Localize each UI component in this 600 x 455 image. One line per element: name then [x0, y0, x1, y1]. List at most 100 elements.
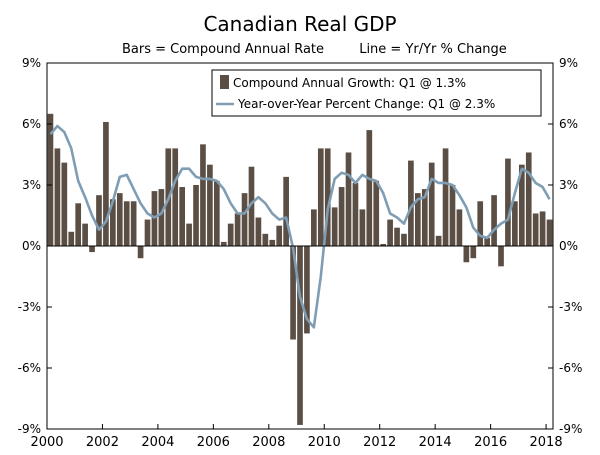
bar-11: [123, 201, 130, 246]
bar-67: [512, 201, 518, 246]
bar-71: [539, 211, 546, 246]
bar-57: [442, 148, 449, 246]
bar-39: [317, 148, 324, 246]
bar-33: [276, 225, 283, 246]
bar-47: [373, 180, 380, 246]
chart-subtitle-bars: Bars = Compound Annual Rate: [122, 42, 324, 57]
bar-20: [186, 223, 192, 246]
bar-18: [172, 148, 179, 246]
x-tick-label-6: 2012: [363, 435, 396, 450]
x-tick-label-2: 2004: [141, 435, 174, 450]
bar-34: [283, 176, 289, 246]
bar-61: [470, 246, 477, 259]
y-tick-label-left-4: 3%: [22, 178, 41, 192]
bar-23: [207, 164, 213, 246]
bar-6: [89, 246, 95, 253]
bar-56: [435, 235, 442, 246]
bar-72: [546, 219, 553, 246]
bar-30: [255, 217, 262, 246]
x-tick-label-4: 2008: [252, 435, 285, 450]
bar-14: [144, 219, 151, 246]
x-tick-label-0: 2000: [30, 435, 63, 450]
bar-22: [200, 144, 206, 246]
bar-63: [484, 237, 490, 246]
bar-41: [331, 207, 338, 246]
legend-line-label: Year-over-Year Percent Change: Q1 @ 2.3%: [237, 97, 495, 111]
bar-2: [61, 162, 68, 246]
bar-10: [116, 193, 123, 246]
legend: Compound Annual Growth: Q1 @ 1.3% Year-o…: [211, 69, 542, 117]
axis-layer: -9% -9% -6% -6% -3% -3% 0% 0% 3% 3% 6% 6% 9% 9% 2000 20…: [18, 56, 583, 450]
bar-0: [47, 113, 54, 246]
bar-35: [290, 246, 296, 340]
chart-subtitle-line: Line = Yr/Yr % Change: [359, 42, 507, 57]
bar-64: [491, 195, 497, 246]
x-tick-label-3: 2006: [197, 435, 230, 450]
y-tick-label-left-6: 9%: [22, 56, 41, 70]
bar-52: [408, 160, 414, 246]
bar-31: [262, 233, 269, 246]
bar-58: [449, 185, 456, 246]
bar-45: [359, 209, 366, 246]
legend-bar-label: Compound Annual Growth: Q1 @ 1.3%: [233, 76, 466, 90]
bar-43: [345, 152, 352, 246]
bar-68: [518, 164, 525, 246]
y-tick-label-right-3: 0%: [559, 239, 578, 253]
bar-13: [137, 246, 144, 259]
bar-29: [248, 166, 255, 246]
bar-8: [103, 121, 109, 246]
bar-1: [54, 148, 61, 246]
bar-62: [477, 201, 484, 246]
bars-layer: [47, 113, 553, 425]
y-tick-label-right-6: 9%: [559, 56, 578, 70]
bar-49: [387, 219, 393, 246]
bar-46: [366, 130, 373, 246]
bar-69: [525, 152, 532, 246]
bar-7: [96, 195, 102, 246]
bar-4: [75, 203, 82, 246]
x-tick-label-1: 2002: [86, 435, 119, 450]
bar-12: [130, 201, 137, 246]
legend-bar-swatch: [220, 75, 229, 89]
x-tick-label-7: 2014: [419, 435, 452, 450]
bar-28: [241, 193, 248, 246]
y-tick-label-right-2: -3%: [559, 300, 582, 314]
bar-26: [227, 223, 234, 246]
bar-21: [193, 185, 199, 246]
bar-66: [505, 158, 511, 246]
chart-title: Canadian Real GDP: [203, 12, 396, 36]
y-tick-label-right-1: -6%: [559, 361, 582, 375]
bar-32: [269, 239, 276, 246]
bar-25: [220, 241, 227, 246]
y-tick-label-left-3: 0%: [22, 239, 41, 253]
bar-16: [158, 189, 165, 246]
bar-19: [179, 187, 185, 246]
bar-53: [414, 193, 421, 246]
bar-44: [352, 182, 359, 246]
y-tick-label-left-0: -9%: [18, 422, 41, 436]
bar-48: [380, 243, 387, 246]
bar-65: [498, 246, 504, 267]
bar-50: [394, 227, 400, 246]
bar-60: [463, 246, 470, 263]
line-layer: [49, 124, 551, 329]
bar-38: [311, 209, 317, 246]
x-tick-label-8: 2016: [474, 435, 507, 450]
y-tick-label-right-5: 6%: [559, 117, 578, 131]
x-tick-label-5: 2010: [308, 435, 341, 450]
bar-24: [213, 180, 220, 246]
bar-27: [234, 213, 241, 246]
bar-37: [304, 246, 310, 334]
x-tick-label-9: 2018: [530, 435, 563, 450]
bar-54: [421, 189, 428, 246]
bar-9: [110, 199, 116, 246]
bar-5: [82, 223, 88, 246]
legend-box: [211, 69, 542, 117]
bar-3: [68, 231, 75, 246]
y-tick-label-left-1: -6%: [18, 361, 41, 375]
y-tick-label-left-5: 6%: [22, 117, 41, 131]
bar-70: [532, 213, 539, 246]
bar-42: [338, 187, 345, 246]
